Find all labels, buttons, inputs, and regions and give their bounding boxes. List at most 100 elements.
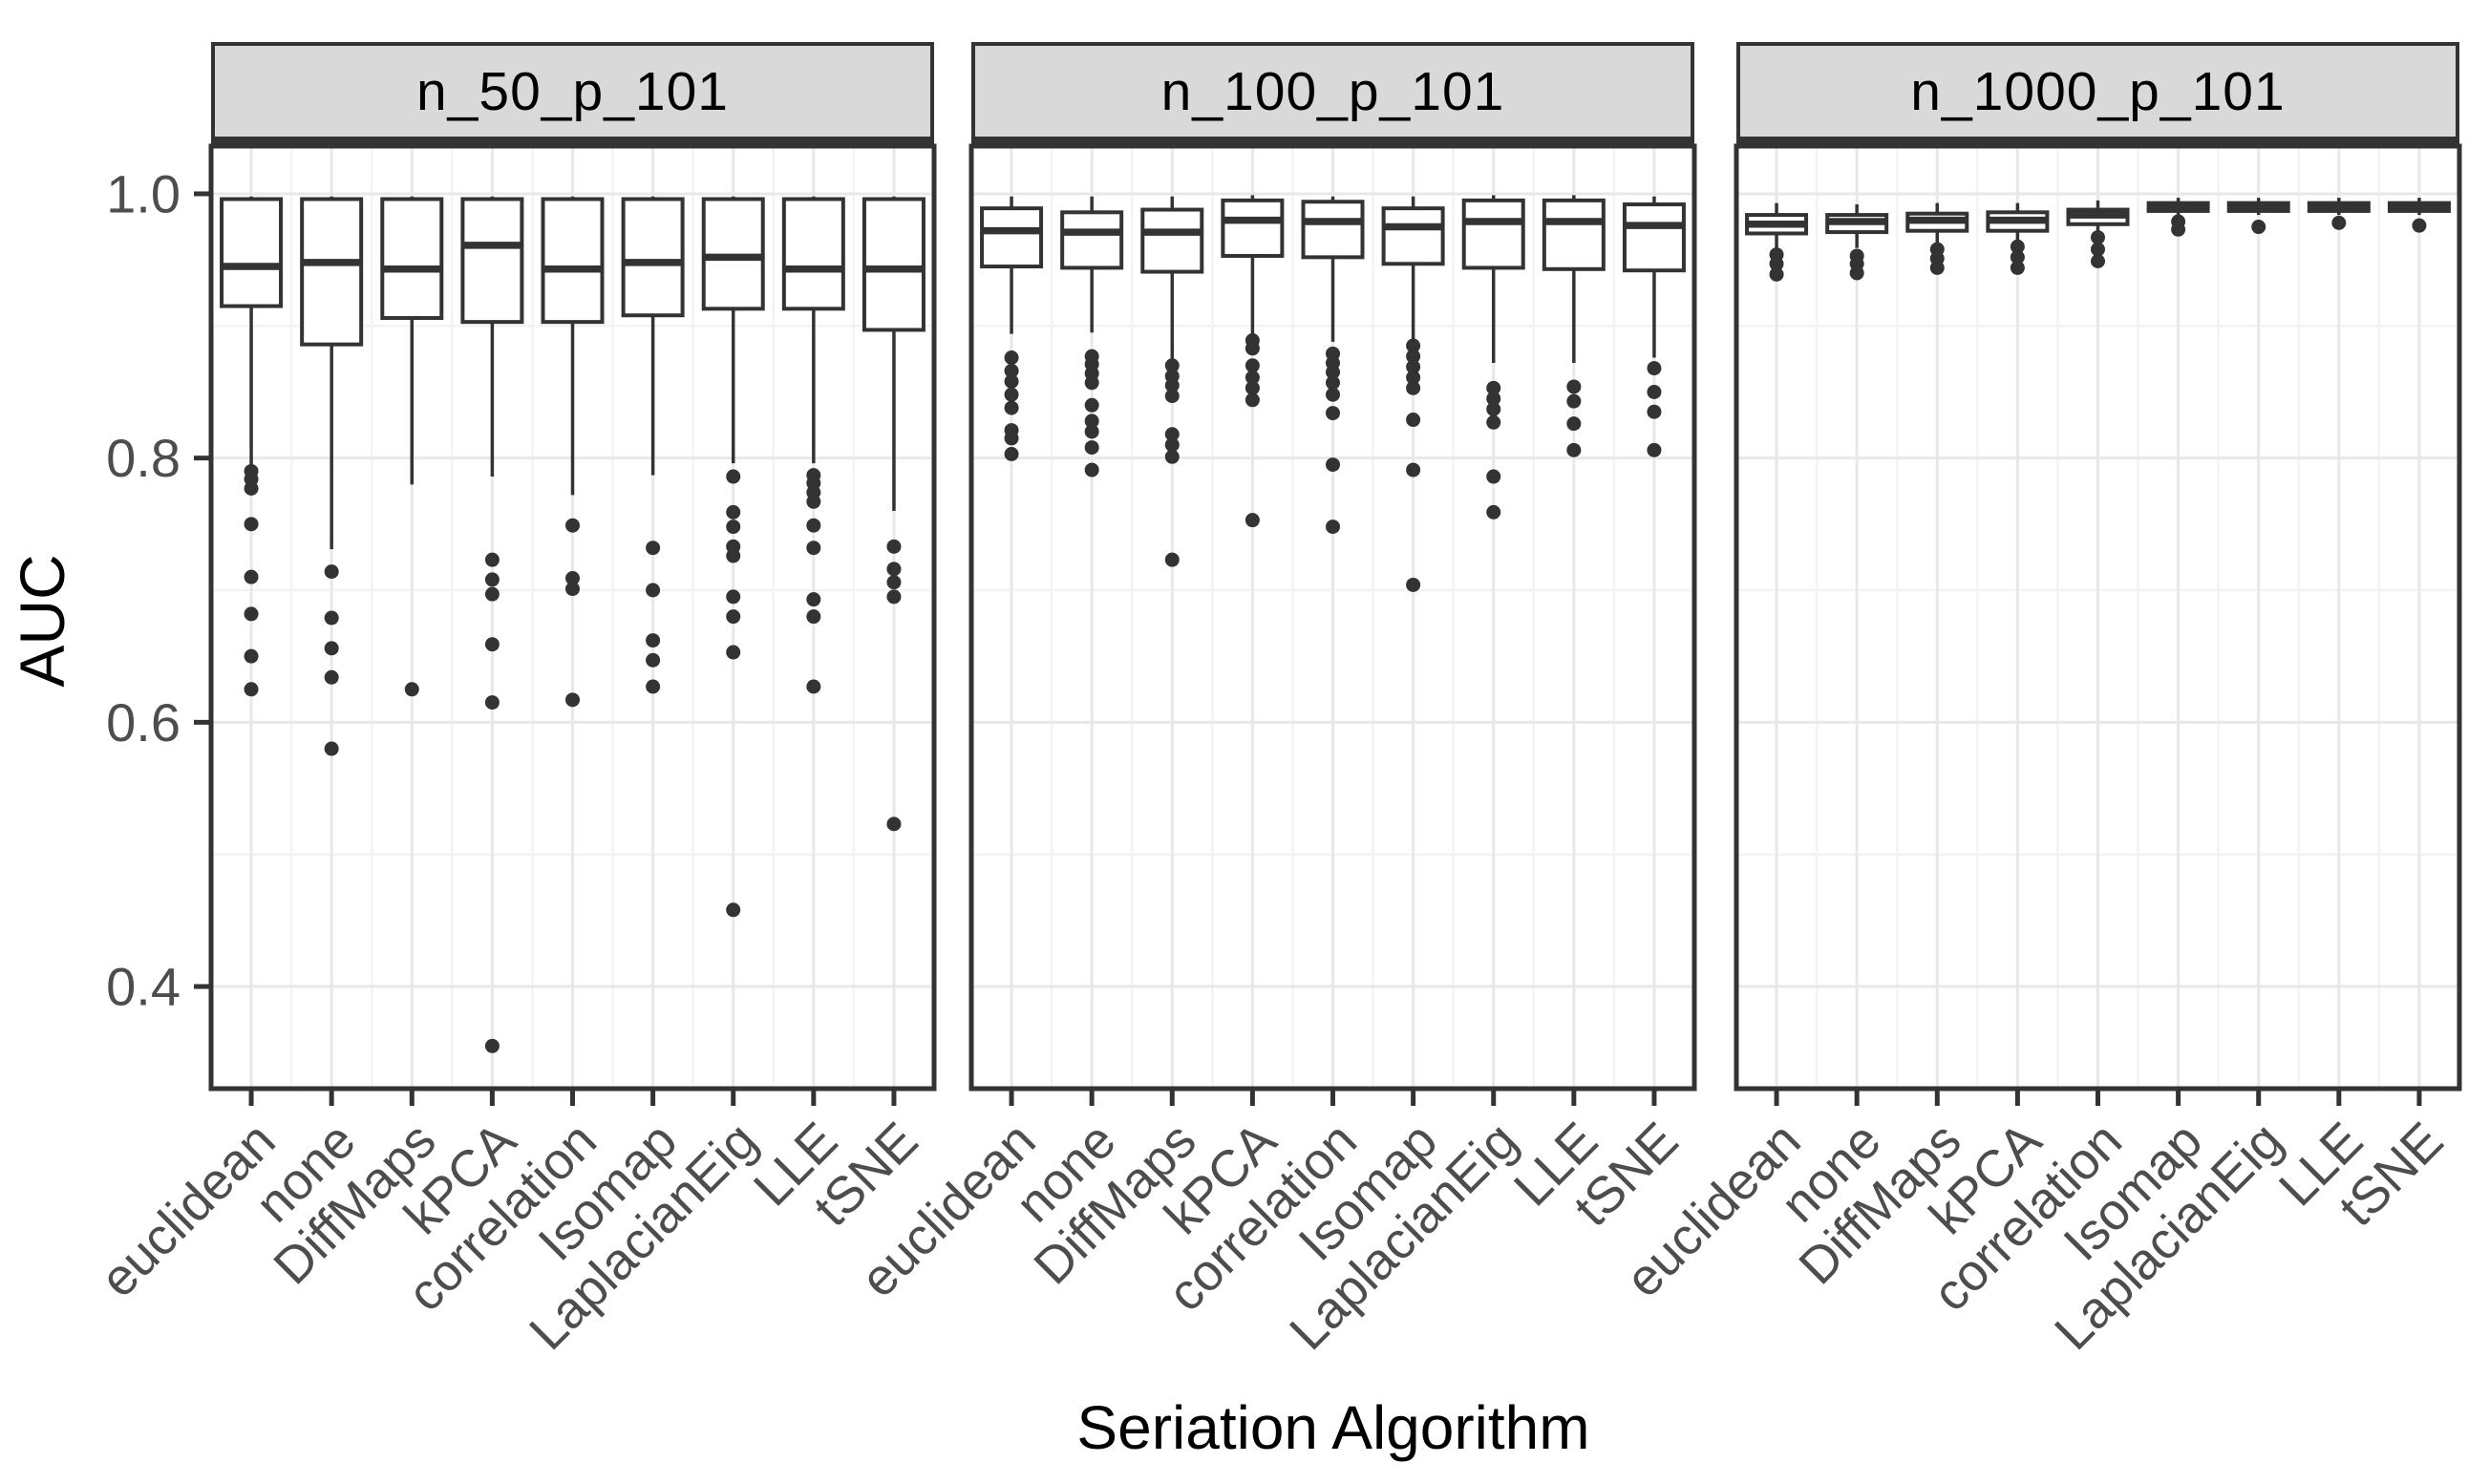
panel-n_100_p_101: euclideannoneDiffMapskPCAcorrelationIsom… <box>850 143 1697 1361</box>
outlier-point <box>484 1038 500 1053</box>
outlier-point <box>726 469 741 484</box>
outlier-point <box>1245 513 1260 528</box>
outlier-point <box>806 609 821 625</box>
facet-strip-label: n_100_p_101 <box>1160 60 1505 122</box>
outlier-point <box>806 494 821 509</box>
outlier-point <box>1326 406 1340 421</box>
outlier-point <box>324 610 339 625</box>
outlier-point <box>886 539 902 554</box>
outlier-point <box>1486 401 1501 416</box>
outlier-point <box>484 586 500 602</box>
outlier-point <box>1326 519 1340 535</box>
outlier-point <box>244 480 259 496</box>
box-iqr <box>980 206 1044 269</box>
panel-border <box>1734 143 2462 1092</box>
box-iqr <box>1221 198 1285 258</box>
outlier-point <box>886 562 902 577</box>
outlier-point <box>1326 365 1340 380</box>
outlier-point <box>565 571 580 586</box>
outlier-point <box>484 572 500 587</box>
outlier-point <box>1245 370 1260 385</box>
outlier-point <box>1406 349 1421 364</box>
outlier-point <box>1164 427 1180 442</box>
outlier-point <box>1245 380 1260 395</box>
outlier-point <box>324 741 339 756</box>
outlier-point <box>1084 375 1099 391</box>
outlier-point <box>1164 378 1180 393</box>
panel-border <box>968 143 1697 1092</box>
boxplot-Isomap <box>2146 198 2210 237</box>
boxplot-kPCA <box>1986 202 2050 275</box>
outlier-point <box>2412 218 2427 233</box>
outlier-point <box>1406 577 1421 592</box>
outlier-point <box>1486 469 1501 484</box>
outlier-point <box>1647 384 1662 399</box>
outlier-point <box>806 541 821 556</box>
outlier-point <box>806 518 821 533</box>
y-tick-label: 1.0 <box>106 164 181 224</box>
outlier-point <box>2091 242 2105 257</box>
outlier-point <box>1245 358 1260 373</box>
outlier-point <box>726 589 741 604</box>
outlier-point <box>646 541 661 556</box>
outlier-point <box>2091 230 2105 245</box>
box-iqr <box>220 197 284 308</box>
outlier-point <box>565 582 580 597</box>
outlier-point <box>886 589 902 604</box>
outlier-point <box>726 548 741 563</box>
outlier-point <box>1164 358 1180 373</box>
outlier-point <box>1486 380 1501 395</box>
box-iqr <box>1461 198 1525 270</box>
boxplot-tSNE <box>862 196 926 832</box>
outlier-point <box>646 652 661 668</box>
outlier-point <box>244 569 259 584</box>
boxplot-euclidean <box>980 196 1044 461</box>
x-tick-label: euclidean <box>90 1112 287 1308</box>
outlier-point <box>324 564 339 580</box>
facet-strip-label: n_1000_p_101 <box>1910 60 2286 122</box>
outlier-point <box>1004 446 1019 461</box>
outlier-point <box>806 679 821 694</box>
outlier-point <box>1566 442 1582 457</box>
outlier-point <box>1084 424 1099 439</box>
outlier-point <box>1406 359 1421 374</box>
outlier-point <box>1084 440 1099 456</box>
outlier-point <box>1004 400 1019 415</box>
outlier-point <box>1566 416 1582 432</box>
facet-strip: n_100_p_101 <box>971 42 1694 146</box>
y-tick-label: 0.6 <box>106 692 181 753</box>
outlier-point <box>1004 363 1019 378</box>
outlier-point <box>484 637 500 652</box>
outlier-point <box>1769 256 1784 271</box>
outlier-point <box>1406 380 1421 395</box>
outlier-point <box>244 648 259 664</box>
boxplot-LaplacianEig <box>701 196 765 918</box>
panel-n_50_p_101: euclideannoneDiffMapskPCAcorrelationIsom… <box>90 143 937 1361</box>
outlier-point <box>1769 266 1784 282</box>
outlier-point <box>1406 413 1421 428</box>
outlier-point <box>244 606 259 622</box>
outlier-point <box>806 592 821 607</box>
outlier-point <box>484 552 500 567</box>
boxplot-none <box>1825 204 1889 281</box>
outlier-point <box>886 816 902 832</box>
outlier-point <box>1084 397 1099 413</box>
outlier-point <box>1004 373 1019 389</box>
boxplot-DiffMaps <box>380 196 444 697</box>
outlier-point <box>565 692 580 708</box>
outlier-point <box>2331 215 2347 230</box>
boxplot-Isomap <box>1381 196 1445 592</box>
boxplot-none <box>1060 196 1124 477</box>
outlier-point <box>1647 361 1662 376</box>
boxplot-tSNE <box>1622 196 1686 457</box>
outlier-point <box>1164 389 1180 404</box>
box-iqr <box>460 197 524 325</box>
outlier-point <box>2010 249 2025 265</box>
outlier-point <box>2171 222 2186 237</box>
outlier-point <box>1326 457 1340 473</box>
outlier-point <box>1647 442 1662 457</box>
outlier-point <box>2251 220 2266 235</box>
y-tick-label: 0.4 <box>106 957 181 1017</box>
outlier-point <box>244 517 259 532</box>
boxplot-Isomap <box>621 196 685 694</box>
